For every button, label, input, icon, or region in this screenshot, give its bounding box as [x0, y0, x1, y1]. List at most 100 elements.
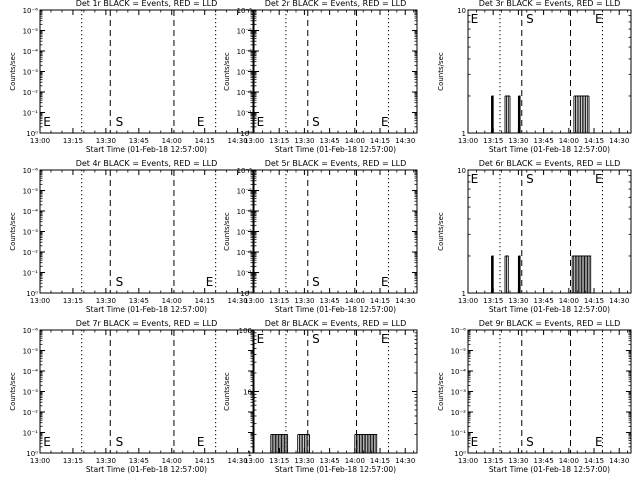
marker-s: S	[116, 435, 124, 449]
y-tick-label: 1	[248, 450, 252, 458]
x-tick-label: 13:45	[534, 297, 554, 305]
y-tick-label: 10⁻³	[451, 389, 467, 397]
marker-e: E	[43, 435, 51, 449]
y-tick-label: 10⁻⁵	[23, 348, 39, 356]
x-tick-label: 13:15	[63, 137, 83, 145]
x-tick-label: 13:15	[63, 457, 83, 465]
y-tick-label: 10⁰	[26, 450, 38, 458]
x-axis-label: Start Time (01-Feb-18 12:57:00)	[275, 465, 396, 474]
marker-e: E	[381, 115, 389, 129]
x-tick-label: 13:45	[129, 137, 149, 145]
y-tick-label: 10⁻⁴	[23, 208, 39, 216]
x-tick-label: 13:30	[294, 137, 314, 145]
x-tick-label: 13:15	[483, 297, 503, 305]
x-tick-label: 14:00	[559, 297, 579, 305]
event-burst	[573, 95, 590, 134]
x-tick-label: 14:30	[395, 137, 415, 145]
chart-panel-7: Det 7r BLACK = Events, RED = LLD 10⁰ 10⁻¹ 1…	[9, 319, 254, 474]
y-axis-label: Counts/sec	[223, 372, 231, 411]
event-burst	[517, 95, 521, 134]
y-tick-label: 10⁻³	[23, 69, 39, 77]
marker-s: S	[312, 275, 320, 289]
x-tick-label: 14:30	[395, 457, 415, 465]
y-tick-label: 10⁻⁵	[451, 348, 467, 356]
chart-panel-4: Det 4r BLACK = Events, RED = LLD 10⁰ 10⁻¹ 1…	[9, 159, 254, 314]
x-tick-label: 14:15	[370, 137, 390, 145]
x-axis-label: Start Time (01-Feb-18 12:57:00)	[489, 465, 610, 474]
y-tick-label: 10⁻⁶	[237, 167, 253, 175]
marker-e: E	[43, 115, 51, 129]
marker-s: S	[312, 332, 320, 346]
x-axis-label: Start Time (01-Feb-18 12:57:00)	[86, 305, 207, 314]
x-tick-label: 14:15	[195, 457, 215, 465]
y-axis-label: Counts/sec	[223, 212, 231, 251]
chart-panel-8: Det 8r BLACK = Events, RED = LLD 1 10 100 13…	[223, 319, 418, 474]
x-tick-label: 14:00	[345, 297, 365, 305]
chart-panel-9: Det 9r BLACK = Events, RED = LLD 10⁰ 10⁻¹ 1…	[437, 319, 632, 474]
x-tick-label: 14:00	[162, 137, 182, 145]
marker-e: E	[197, 115, 205, 129]
y-tick-label: 10	[243, 389, 252, 397]
y-tick-label: 10⁻⁵	[23, 188, 39, 196]
plot-frame	[39, 169, 254, 294]
x-tick-label: 13:45	[320, 137, 340, 145]
y-tick-label: 10⁻⁶	[23, 7, 39, 15]
y-tick-label: 10⁻¹	[23, 270, 39, 278]
x-tick-label: 14:15	[584, 137, 604, 145]
y-tick-label: 10⁻³	[23, 229, 39, 237]
y-tick-label: 10⁻⁴	[23, 368, 39, 376]
x-tick-label: 14:15	[195, 137, 215, 145]
y-tick-label: 10⁻⁵	[237, 28, 253, 36]
x-tick-label: 14:00	[345, 457, 365, 465]
marker-e: E	[471, 12, 479, 26]
x-tick-label: 13:45	[129, 457, 149, 465]
x-tick-label: 14:15	[584, 297, 604, 305]
x-axis-label: Start Time (01-Feb-18 12:57:00)	[275, 305, 396, 314]
x-tick-label: 13:15	[483, 137, 503, 145]
event-burst	[504, 255, 509, 294]
chart-panel-1: Det 1r BLACK = Events, RED = LLD 10⁰ 10⁻¹ 1…	[9, 0, 254, 154]
y-tick-label: 10⁻⁶	[23, 327, 39, 335]
x-tick-label: 14:30	[395, 297, 415, 305]
y-tick-label: 10	[457, 167, 466, 175]
y-axis-label: Counts/sec	[9, 212, 17, 251]
x-tick-label: 13:45	[320, 457, 340, 465]
x-axis-label: Start Time (01-Feb-18 12:57:00)	[86, 145, 207, 154]
y-tick-label: 10⁰	[26, 290, 38, 298]
x-tick-label: 13:00	[458, 457, 478, 465]
y-tick-label: 10⁻⁶	[451, 327, 467, 335]
event-burst	[504, 95, 511, 134]
plot-frame	[467, 9, 632, 134]
y-axis-label: Counts/sec	[223, 52, 231, 91]
chart-panel-3: Det 3r BLACK = Events, RED = LLD 1 10 13:00…	[437, 0, 632, 154]
y-tick-label: 10⁰	[454, 450, 466, 458]
event-burst	[571, 255, 592, 294]
x-tick-label: 14:15	[195, 297, 215, 305]
x-axis-label: Start Time (01-Feb-18 12:57:00)	[489, 305, 610, 314]
chart-title: Det 7r BLACK = Events, RED = LLD	[76, 319, 218, 328]
x-tick-label: 14:15	[584, 457, 604, 465]
x-axis-label: Start Time (01-Feb-18 12:57:00)	[489, 145, 610, 154]
x-tick-label: 14:15	[370, 297, 390, 305]
marker-e: E	[257, 332, 265, 346]
x-tick-label: 14:30	[609, 457, 629, 465]
y-axis-label: Counts/sec	[9, 52, 17, 91]
y-tick-label: 10⁻²	[23, 409, 39, 417]
y-tick-label: 10⁻⁵	[23, 28, 39, 36]
y-tick-label: 10⁻⁶	[23, 167, 39, 175]
x-tick-label: 14:00	[345, 137, 365, 145]
marker-e: E	[595, 435, 603, 449]
y-tick-label: 10	[457, 7, 466, 15]
marker-s: S	[526, 172, 534, 186]
chart-title: Det 2r BLACK = Events, RED = LLD	[265, 0, 407, 8]
x-tick-label: 13:45	[534, 457, 554, 465]
chart-title: Det 8r BLACK = Events, RED = LLD	[265, 319, 407, 328]
plot-frame	[253, 9, 418, 134]
chart-title: Det 6r BLACK = Events, RED = LLD	[479, 159, 621, 168]
x-tick-label: 13:30	[96, 457, 116, 465]
y-tick-label: 10⁻³	[23, 389, 39, 397]
y-axis-label: Counts/sec	[437, 212, 445, 251]
x-tick-label: 14:00	[559, 137, 579, 145]
chart-title: Det 4r BLACK = Events, RED = LLD	[76, 159, 218, 168]
event-burst	[297, 434, 310, 454]
